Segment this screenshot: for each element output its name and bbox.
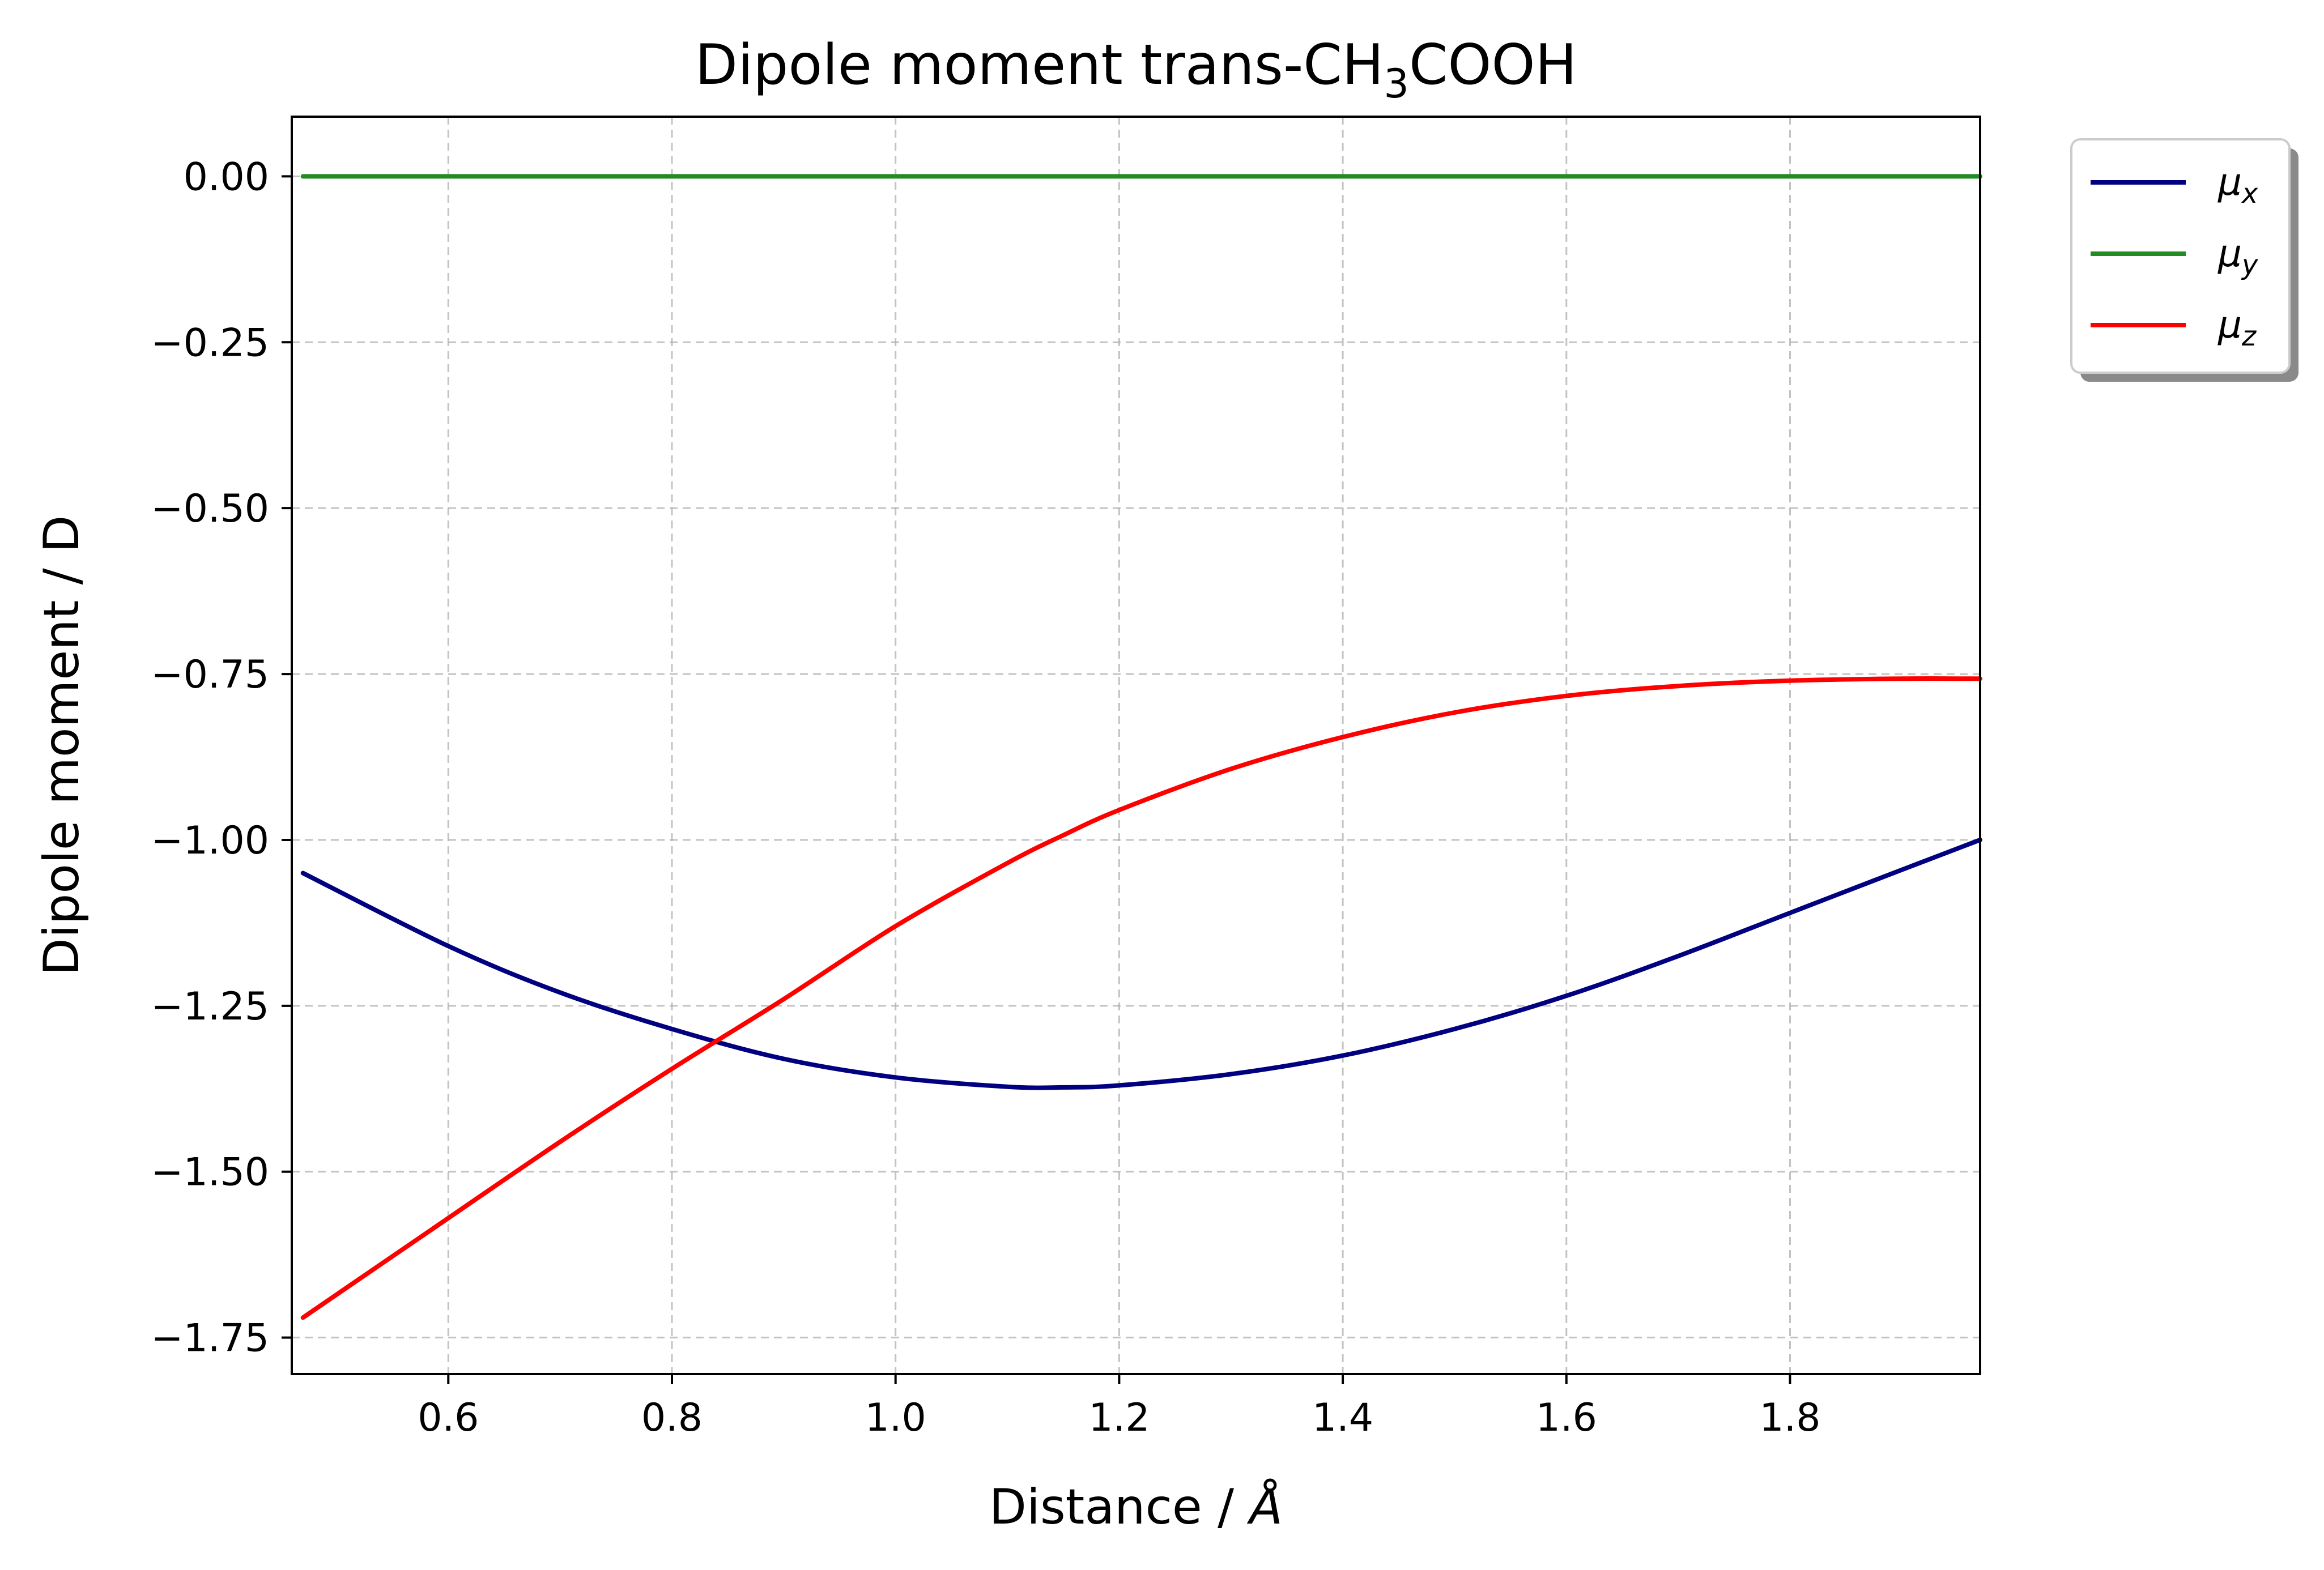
legend-label-mu-y: μy	[2217, 232, 2258, 281]
axis-ticks: 0.6 0.8 1.0 1.2 1.4 1.6 1.8 0.00 −0.25 −0.50 −0.75…	[151, 155, 1821, 1440]
y-tick-label: −1.50	[151, 1150, 269, 1195]
y-tick-label: −1.75	[151, 1316, 269, 1361]
y-tick-label: 0.00	[184, 155, 269, 199]
x-axis-label: Distance / Å	[989, 1478, 1283, 1535]
series-line-mu-x	[300, 837, 1982, 1090]
plot-frame	[291, 116, 1981, 1375]
y-tick-label: −1.25	[151, 984, 269, 1029]
legend-label-mu-x: μx	[2217, 160, 2258, 210]
y-tick-label: −0.25	[151, 321, 269, 365]
y-tick-label: −0.50	[151, 487, 269, 531]
chart-title: Dipole moment trans-CH3COOH	[695, 33, 1577, 107]
y-tick-label: −0.75	[151, 652, 269, 697]
series-lines	[300, 174, 1982, 1320]
x-tick-label: 1.6	[1536, 1396, 1597, 1440]
series-line-mu-z	[300, 676, 1982, 1320]
x-tick-label: 1.2	[1088, 1396, 1150, 1440]
legend-label-mu-z: μz	[2217, 303, 2257, 352]
x-tick-label: 0.8	[641, 1396, 703, 1440]
y-tick-label: −1.00	[151, 818, 269, 863]
y-axis-label: Dipole moment / D	[33, 515, 90, 976]
x-tick-label: 0.6	[418, 1396, 479, 1440]
plot-area	[292, 117, 1980, 1374]
legend-entries: μx μy μz	[2091, 160, 2258, 352]
x-tick-label: 1.4	[1312, 1396, 1373, 1440]
legend: μx μy μz	[2070, 138, 2299, 382]
x-tick-label: 1.0	[865, 1396, 926, 1440]
x-tick-label: 1.8	[1759, 1396, 1820, 1440]
